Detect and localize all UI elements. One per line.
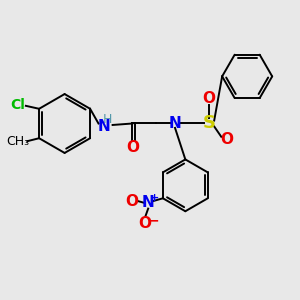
Text: +: + [150,193,159,203]
Text: O: O [126,140,139,154]
Text: −: − [148,213,159,227]
Text: O: O [202,91,215,106]
Text: O: O [220,132,233,147]
Text: N: N [98,119,110,134]
Text: S: S [202,115,215,133]
Text: O: O [125,194,139,209]
Text: H: H [103,112,112,126]
Text: CH₃: CH₃ [6,135,29,148]
Text: Cl: Cl [11,98,25,112]
Text: O: O [139,216,152,231]
Text: N: N [169,116,182,131]
Text: N: N [142,195,155,210]
